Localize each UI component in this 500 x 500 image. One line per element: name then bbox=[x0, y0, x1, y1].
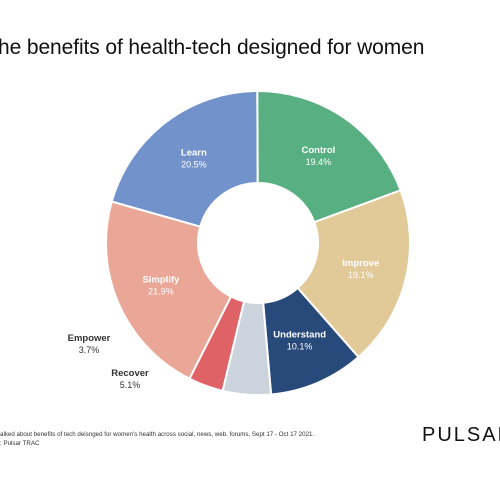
footnote-line-1: alked about benefits of tech deisnged fo… bbox=[0, 431, 315, 438]
slice-improve bbox=[296, 189, 411, 359]
slice-value-recover: 5.1% bbox=[120, 380, 141, 390]
brand-logo: PULSAR bbox=[422, 424, 500, 446]
slice-label-improve: Improve bbox=[342, 258, 379, 269]
slice-label-empower: Empower bbox=[68, 333, 111, 344]
slice-label-learn: Learn bbox=[181, 148, 207, 159]
chart-title: he benefits of health-tech designed for … bbox=[0, 36, 425, 59]
slice-value-understand: 10.1% bbox=[287, 341, 313, 351]
slice-value-improve: 19.1% bbox=[348, 270, 374, 280]
footnote-line-2: : Pulsar TRAC bbox=[0, 440, 40, 447]
slice-value-control: 19.4% bbox=[306, 157, 332, 167]
footnote: alked about benefits of tech deisnged fo… bbox=[0, 430, 314, 448]
slice-label-control: Control bbox=[302, 145, 336, 156]
slice-value-empower: 3.7% bbox=[79, 345, 100, 355]
slice-value-learn: 20.5% bbox=[181, 160, 207, 170]
slice-simplify bbox=[105, 200, 233, 381]
slice-learn bbox=[110, 89, 259, 228]
slice-label-simplify: Simplify bbox=[142, 275, 180, 286]
slice-label-understand: Understand bbox=[273, 329, 326, 340]
slice-value-simplify: 21.9% bbox=[148, 287, 174, 297]
slice-label-recover: Recover bbox=[111, 368, 149, 379]
slice-control bbox=[256, 90, 402, 224]
